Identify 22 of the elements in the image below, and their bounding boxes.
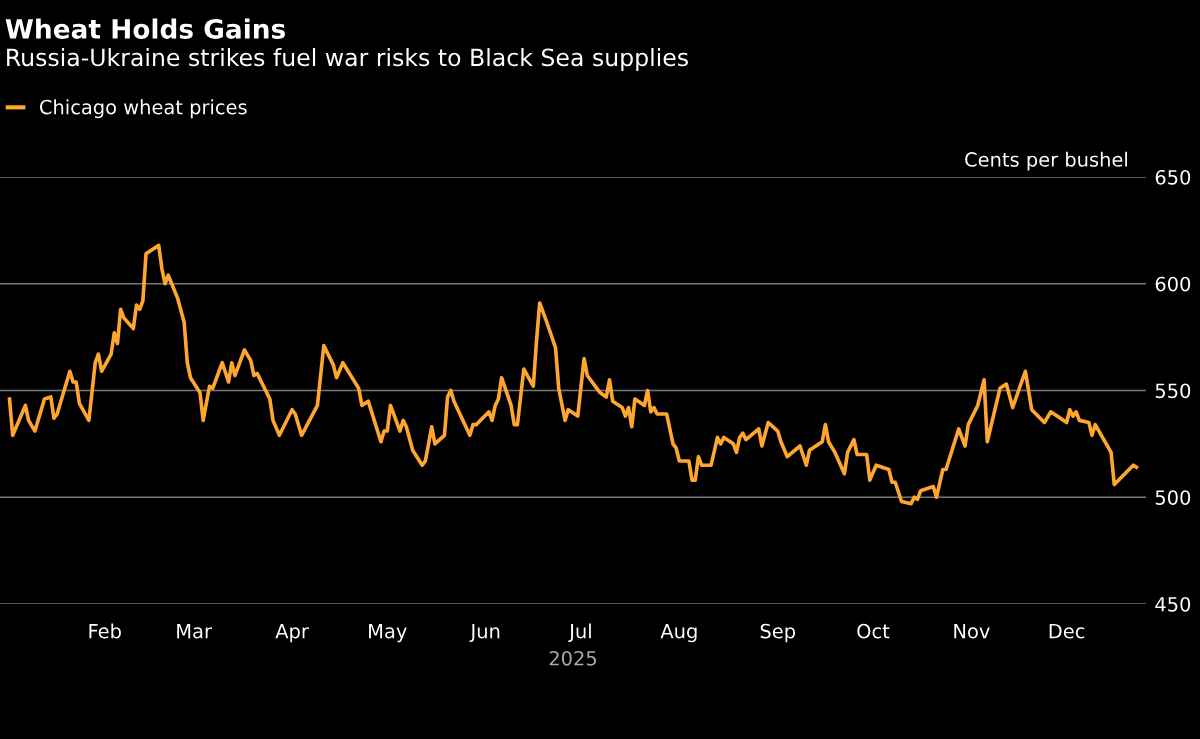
- y-tick-label: 450: [1155, 596, 1191, 612]
- line-series: [7, 243, 1139, 506]
- chart-subtitle: Russia-Ukraine strikes fuel war risks to Black Sea supplies: [7, 48, 688, 71]
- x-tick-label: Apr: [275, 624, 309, 643]
- x-tick-label: Jul: [568, 623, 591, 643]
- y-tick-label: 550: [1155, 383, 1191, 399]
- x-tick-label: Nov: [954, 624, 990, 639]
- legend-label: Chicago wheat prices: [39, 99, 247, 119]
- x-tick-label: Mar: [177, 624, 212, 639]
- y-tick-label: 600: [1155, 276, 1191, 292]
- x-tick-label: Aug: [660, 624, 697, 643]
- y-tick-label: 500: [1155, 490, 1191, 505]
- x-tick-label: Oct: [857, 623, 890, 639]
- chart-title: Wheat Holds Gains: [5, 18, 285, 39]
- y-tick-label: 650: [1155, 169, 1191, 185]
- x-tick-label: Feb: [89, 623, 121, 639]
- x-axis-title: 2025: [549, 650, 597, 666]
- x-tick-label: May: [369, 624, 407, 643]
- x-tick-label: Sep: [760, 623, 796, 643]
- x-tick-label: Jun: [469, 624, 500, 643]
- x-tick-label: Dec: [1049, 624, 1085, 639]
- y-axis-title: Cents per bushel: [965, 151, 1127, 171]
